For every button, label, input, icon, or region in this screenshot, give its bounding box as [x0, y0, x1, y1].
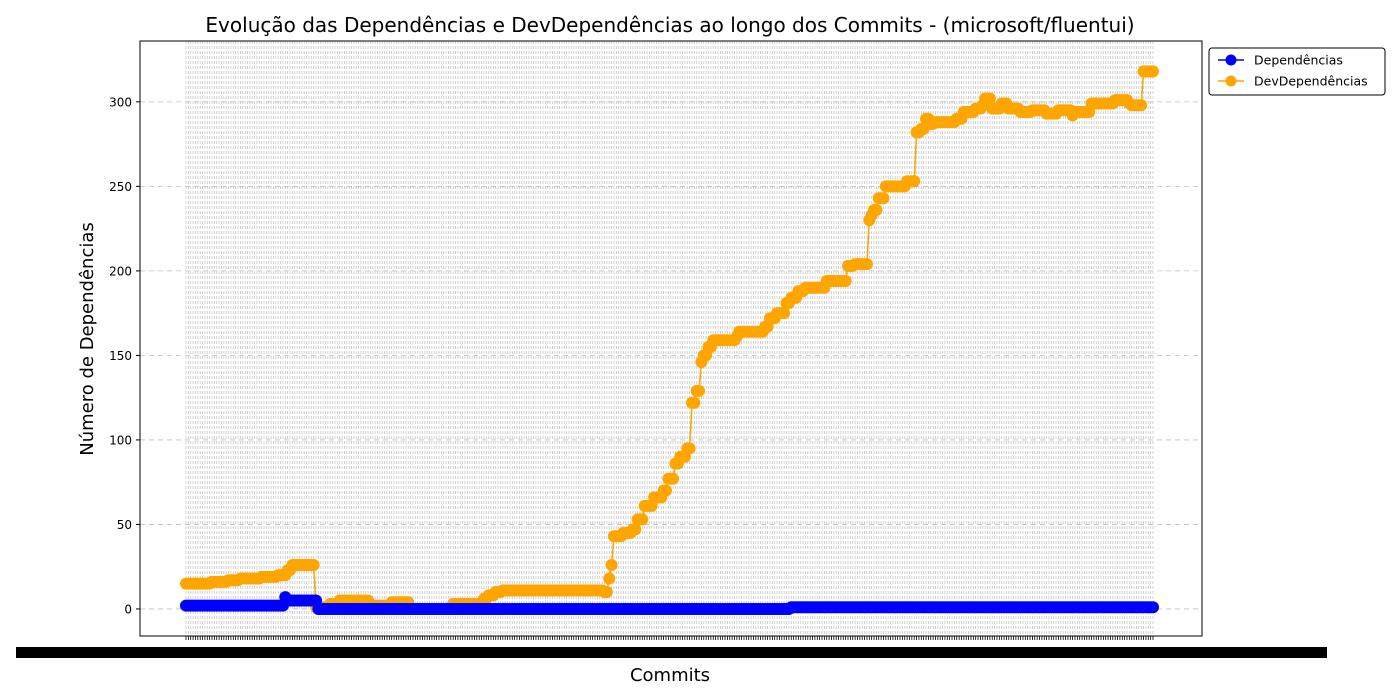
chart-title: Evolução das Dependências e DevDependênc… [205, 13, 1134, 37]
data-point-devdependencias [1147, 65, 1159, 78]
data-point-devdependencias [683, 442, 696, 455]
data-point-devdependencias [877, 192, 890, 205]
data-point-devdependencias [603, 572, 616, 585]
data-point-devdependencias [778, 307, 791, 320]
y-tick-label: 100 [109, 433, 132, 447]
data-point-devdependencias [908, 175, 921, 188]
data-point-devdependencias [307, 559, 320, 572]
data-point-devdependencias [605, 559, 618, 572]
y-tick-label: 200 [109, 264, 132, 278]
data-point-devdependencias [983, 92, 996, 105]
legend-marker-dependencias [1225, 54, 1237, 66]
data-point-devdependencias [693, 384, 706, 397]
series-layer [180, 65, 1159, 615]
y-axis-label: Número de Dependências [77, 222, 98, 456]
data-point-dependencias [1147, 601, 1159, 614]
x-ticks [185, 636, 1154, 640]
x-axis [16, 636, 1327, 658]
data-point-devdependencias [870, 204, 883, 217]
y-tick-label: 300 [109, 95, 132, 109]
data-point-devdependencias [1135, 99, 1148, 112]
legend-marker-devdependencias [1225, 75, 1237, 87]
y-tick-label: 250 [109, 180, 132, 194]
data-point-devdependencias [629, 523, 642, 536]
y-tick-label: 150 [109, 349, 132, 363]
data-point-devdependencias [659, 484, 672, 497]
data-point-devdependencias [600, 586, 613, 599]
y-tick-label: 0 [124, 602, 132, 616]
data-point-devdependencias [839, 275, 852, 288]
series-dependencias [180, 591, 1159, 615]
legend-label-dependencias: Dependências [1254, 53, 1343, 68]
legend-label-devdependencias: DevDependências [1254, 74, 1368, 89]
data-point-devdependencias [688, 396, 701, 409]
legend-box [1208, 47, 1386, 96]
data-point-devdependencias [667, 472, 680, 485]
x-tick-labels-band [16, 647, 1327, 658]
data-point-devdependencias [636, 513, 649, 526]
x-axis-label: Commits [630, 665, 710, 686]
data-point-devdependencias [860, 258, 873, 271]
y-tick-label: 50 [117, 518, 132, 532]
y-axis: 0 50 100 150 200 250 300 [109, 95, 140, 616]
legend: Dependências DevDependências [1208, 47, 1386, 96]
